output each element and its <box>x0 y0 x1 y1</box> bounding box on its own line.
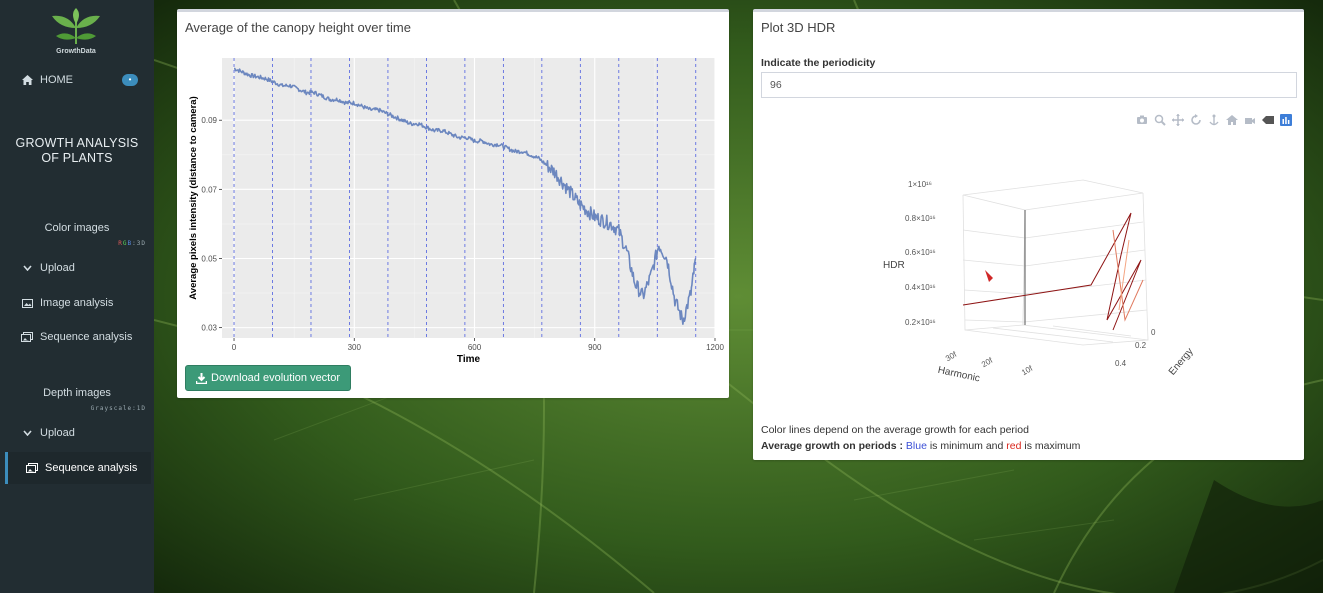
hdr-trace-max <box>962 212 1142 331</box>
plot-modebar <box>1136 114 1292 126</box>
average-growth-note: Average growth on periods : Blue is mini… <box>761 440 1080 452</box>
z-tick: 0.6×10¹⁶ <box>905 248 936 257</box>
y-tick-label: 0.03 <box>201 324 217 333</box>
sidebar-item-color-upload[interactable]: Upload <box>0 254 154 282</box>
x-axis-label: Harmonic <box>937 365 981 385</box>
sidebar-item-label: Upload <box>40 262 75 274</box>
download-icon <box>196 372 207 384</box>
zoom-icon[interactable] <box>1154 114 1166 126</box>
x-tick: 30f <box>944 349 959 363</box>
periodicity-label: Indicate the periodicity <box>761 57 876 69</box>
sidebar-item-label: Sequence analysis <box>40 331 133 343</box>
z-axis-label: HDR <box>883 260 905 271</box>
sidebar-item-color-sequence-analysis[interactable]: Sequence analysis <box>0 323 154 351</box>
app-title: GROWTH ANALYSIS OF PLANTS <box>0 136 154 166</box>
z-tick: 0.8×10¹⁶ <box>905 214 936 223</box>
x-tick-label: 0 <box>232 343 237 352</box>
sidebar-item-label: Sequence analysis <box>45 462 138 474</box>
x-tick-label: 600 <box>468 343 482 352</box>
sidebar-item-label: HOME <box>40 74 73 86</box>
note-red: red <box>1006 440 1022 452</box>
x-tick: 10f <box>1020 363 1035 377</box>
download-evolution-vector-button[interactable]: Download evolution vector <box>185 365 352 391</box>
y-tick-label: 0.07 <box>201 185 217 194</box>
app-title-line1: GROWTH ANALYSIS <box>15 136 139 150</box>
canopy-height-series-line <box>233 67 697 325</box>
chevron-down-icon <box>20 430 34 436</box>
canopy-height-chart: 0.03 0.05 0.07 0.09 0 300 600 900 1200 Time Averag… <box>188 58 724 365</box>
depth-images-heading: Depth images <box>43 387 111 399</box>
home-icon[interactable] <box>1226 114 1238 126</box>
note-blue: Blue <box>905 440 927 452</box>
plot3d-grid <box>962 179 1149 346</box>
x-tick-label: 300 <box>348 343 362 352</box>
home-badge: • <box>122 74 138 86</box>
app-title-line2: OF PLANTS <box>41 151 113 165</box>
hdr-cursor-marker <box>985 270 993 282</box>
plot-panel <box>222 58 715 338</box>
panel-title: Plot 3D HDR <box>761 20 836 35</box>
sidebar-item-label: Upload <box>40 427 75 439</box>
color-images-sub: RGB:3D <box>118 240 146 247</box>
hdr-3d-plot[interactable]: HDR 1×10¹⁶ 0.8×10¹⁶ 0.6×10¹⁶ 0.4×10¹⁶ 0.… <box>753 130 1304 420</box>
x-tick-label: 900 <box>588 343 602 352</box>
z-tick: 0.4×10¹⁶ <box>905 283 936 292</box>
images-icon <box>20 332 34 342</box>
note-suffix: is maximum <box>1021 440 1081 452</box>
download-button-label: Download evolution vector <box>211 372 341 384</box>
hdr-trace-mid <box>1112 229 1144 322</box>
image-icon <box>20 298 34 308</box>
sidebar: GrowthData HOME • GROWTH ANALYSIS OF PLA… <box>0 0 154 593</box>
y-tick: 0 <box>1151 328 1156 337</box>
depth-images-sub: Grayscale:1D <box>90 405 146 412</box>
sidebar-item-image-analysis[interactable]: Image analysis <box>0 289 154 317</box>
x-tick-label: 1200 <box>706 343 724 352</box>
panel-title: Average of the canopy height over time <box>185 20 411 35</box>
y-tick-label: 0.05 <box>201 254 217 263</box>
y-tick: 0.4 <box>1115 359 1127 368</box>
y-axis-label: Energy <box>1167 346 1196 377</box>
sidebar-item-label: Image analysis <box>40 297 114 309</box>
color-lines-note: Color lines depend on the average growth… <box>761 424 1029 436</box>
plant-logo-icon <box>52 8 100 44</box>
color-images-heading: Color images <box>44 222 110 234</box>
plot-3d-hdr-panel: Plot 3D HDR Indicate the periodicity <box>753 9 1304 460</box>
z-tick: 1×10¹⁶ <box>908 180 932 189</box>
note-mid: is minimum and <box>926 440 1007 452</box>
z-tick: 0.2×10¹⁶ <box>905 318 936 327</box>
x-axis-label: Time <box>457 354 481 365</box>
periodicity-input[interactable] <box>761 72 1297 98</box>
plotly-logo-icon[interactable] <box>1280 114 1292 126</box>
pan-icon[interactable] <box>1172 114 1184 126</box>
y-tick-label: 0.09 <box>201 116 217 125</box>
sidebar-item-depth-sequence-analysis[interactable]: Sequence analysis <box>5 452 151 484</box>
growthdata-logo[interactable]: GrowthData <box>46 8 106 58</box>
x-tick: 20f <box>980 355 995 369</box>
orbit-icon[interactable] <box>1190 114 1202 126</box>
camera-icon[interactable] <box>1136 114 1148 126</box>
hdr-trace-light <box>1118 239 1130 311</box>
note-prefix: Average growth on periods : <box>761 440 906 452</box>
y-axis-label: Average pixels intensity (distance to ca… <box>188 96 199 299</box>
hover-icon[interactable] <box>1262 114 1274 126</box>
images-icon <box>25 463 39 473</box>
chevron-down-icon <box>20 265 34 271</box>
turntable-icon[interactable] <box>1208 114 1220 126</box>
reset-camera-icon[interactable] <box>1244 114 1256 126</box>
canopy-height-panel: Average of the canopy height over time 0… <box>177 9 729 398</box>
home-icon <box>20 75 34 85</box>
sidebar-item-home[interactable]: HOME • <box>0 66 154 94</box>
y-tick: 0.2 <box>1135 341 1147 350</box>
sidebar-item-depth-upload[interactable]: Upload <box>0 419 154 447</box>
logo-text: GrowthData <box>56 48 96 55</box>
